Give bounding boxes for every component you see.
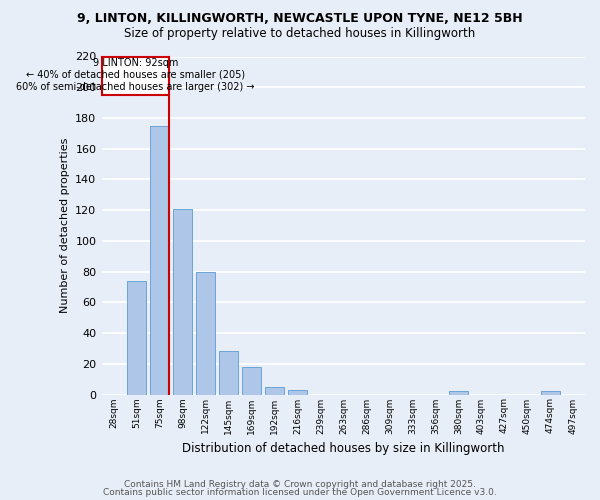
Bar xyxy=(541,392,560,394)
Bar xyxy=(149,126,169,394)
Text: Size of property relative to detached houses in Killingworth: Size of property relative to detached ho… xyxy=(124,28,476,40)
Bar xyxy=(173,208,192,394)
Text: 9 LINTON: 92sqm: 9 LINTON: 92sqm xyxy=(93,58,178,68)
Text: Contains HM Land Registry data © Crown copyright and database right 2025.: Contains HM Land Registry data © Crown c… xyxy=(124,480,476,489)
Text: ← 40% of detached houses are smaller (205): ← 40% of detached houses are smaller (20… xyxy=(26,70,245,80)
Bar xyxy=(242,367,261,394)
Text: 60% of semi-detached houses are larger (302) →: 60% of semi-detached houses are larger (… xyxy=(16,82,255,92)
Text: 9, LINTON, KILLINGWORTH, NEWCASTLE UPON TYNE, NE12 5BH: 9, LINTON, KILLINGWORTH, NEWCASTLE UPON … xyxy=(77,12,523,26)
Text: Contains public sector information licensed under the Open Government Licence v3: Contains public sector information licen… xyxy=(103,488,497,497)
Bar xyxy=(449,392,468,394)
Bar xyxy=(287,390,307,394)
Bar xyxy=(265,387,284,394)
Bar xyxy=(127,281,146,394)
Bar xyxy=(218,352,238,395)
X-axis label: Distribution of detached houses by size in Killingworth: Distribution of detached houses by size … xyxy=(182,442,505,455)
Y-axis label: Number of detached properties: Number of detached properties xyxy=(59,138,70,313)
FancyBboxPatch shape xyxy=(102,56,169,95)
Bar xyxy=(196,272,215,394)
